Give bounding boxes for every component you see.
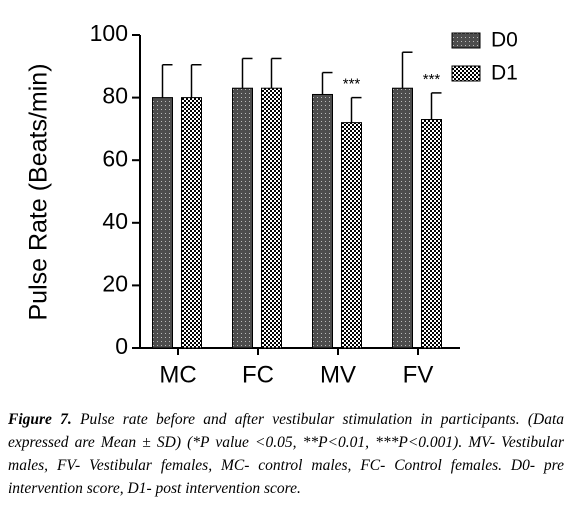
error-bar: [161, 63, 173, 98]
legend-label: D1: [491, 62, 518, 85]
bar: [392, 87, 413, 349]
chart: Pulse Rate (Beats/min) 0 20 40 60 80 100 MC FC M…: [25, 20, 518, 388]
error-bar: [430, 92, 442, 120]
bar: [152, 97, 173, 349]
legend-label: D0: [491, 29, 518, 52]
bar: [341, 122, 362, 349]
caption-text: Pulse rate before and after vestibular s…: [8, 411, 565, 497]
error-bar: [190, 63, 202, 98]
x-tick-label: FV: [403, 361, 434, 388]
error-bar: [270, 57, 282, 89]
annotation: ***: [423, 71, 441, 88]
legend-swatch: [451, 65, 481, 82]
error-bar: [321, 71, 333, 95]
bar: [232, 87, 253, 349]
error-bar: [241, 57, 253, 89]
bar: [421, 119, 442, 349]
y-tick-label: 40: [102, 208, 128, 234]
x-tick-label: MV: [320, 361, 356, 388]
bar: [181, 97, 202, 349]
y-tick-label: 20: [102, 270, 128, 296]
error-bar: [401, 51, 413, 89]
y-axis-label: Pulse Rate (Beats/min): [25, 63, 53, 320]
annotation: ***: [343, 76, 361, 93]
caption: Figure 7. Pulse rate before and after ve…: [8, 408, 564, 500]
y-tick-label: 60: [102, 145, 128, 171]
y-tick-label: 100: [90, 20, 128, 46]
x-tick-label: FC: [242, 361, 274, 388]
bar: [312, 93, 333, 349]
bar: [261, 87, 282, 349]
caption-label: Figure 7.: [8, 411, 72, 428]
y-tick-label: 80: [102, 83, 128, 109]
legend-swatch: [451, 32, 481, 49]
y-tick-label: 0: [115, 333, 128, 359]
error-bar: [350, 96, 362, 123]
x-tick-label: MC: [159, 361, 196, 388]
